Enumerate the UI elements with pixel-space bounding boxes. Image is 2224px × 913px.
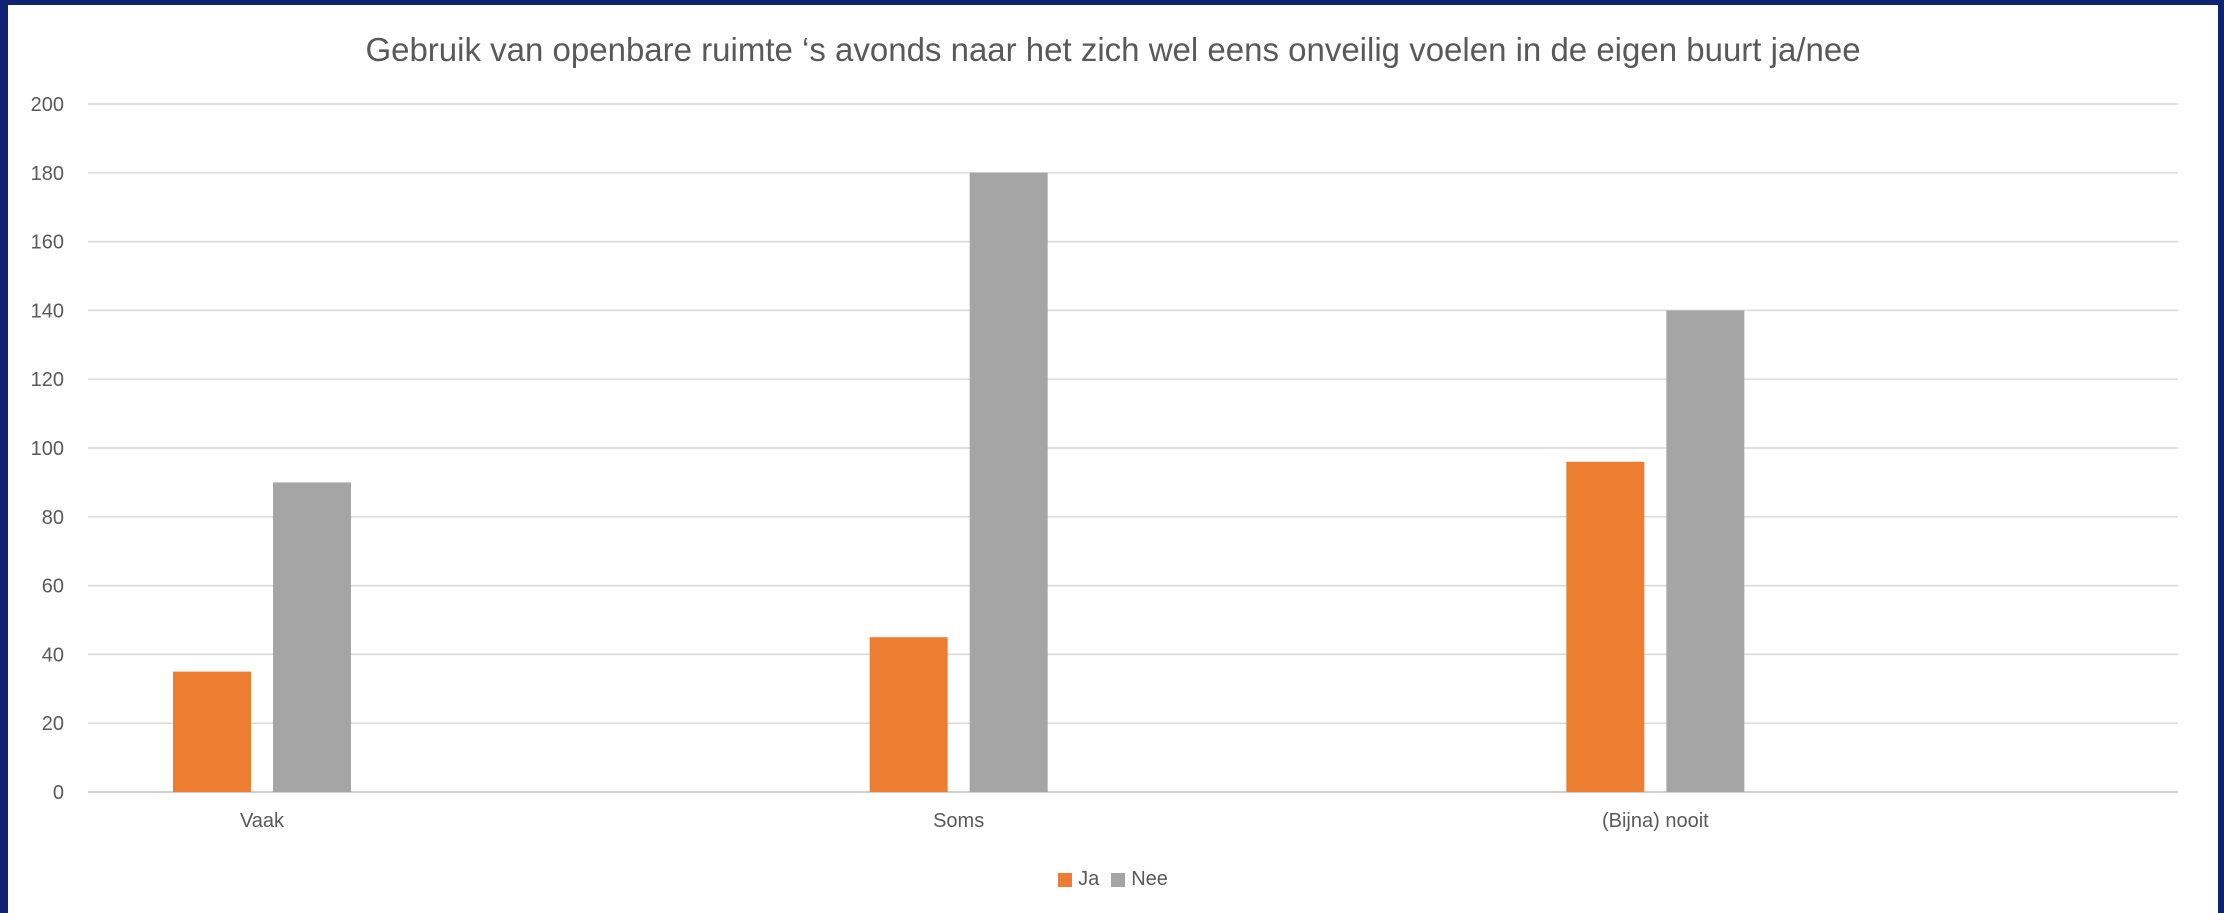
bar-ja bbox=[173, 671, 251, 792]
chart-legend: Ja Nee bbox=[8, 868, 2218, 893]
y-tick-label: 60 bbox=[42, 576, 64, 598]
x-tick-label: Soms bbox=[933, 810, 984, 832]
x-tick-label: (Bijna) nooit bbox=[1602, 810, 1709, 832]
bar-ja bbox=[1566, 461, 1645, 792]
y-tick-label: 120 bbox=[31, 369, 64, 391]
legend-item: Ja bbox=[1058, 868, 1099, 891]
y-tick-label: 140 bbox=[31, 300, 64, 322]
chart-frame: Gebruik van openbare ruimte ‘s avonds na… bbox=[8, 5, 2218, 913]
y-tick-label: 100 bbox=[31, 438, 64, 460]
chart-title: Gebruik van openbare ruimte ‘s avonds na… bbox=[365, 31, 1861, 68]
bar-nee bbox=[1666, 310, 1745, 792]
bar-nee bbox=[273, 482, 351, 792]
y-tick-label: 180 bbox=[31, 163, 64, 185]
y-tick-label: 200 bbox=[31, 94, 64, 116]
y-tick-label: 40 bbox=[42, 644, 64, 666]
bar-ja bbox=[869, 637, 948, 792]
y-tick-label: 20 bbox=[42, 713, 64, 735]
y-tick-label: 80 bbox=[42, 507, 64, 529]
y-tick-label: 160 bbox=[31, 232, 64, 254]
bar-nee bbox=[969, 172, 1048, 793]
legend-label: Ja bbox=[1078, 868, 1100, 890]
legend-item: Nee bbox=[1111, 868, 1168, 891]
legend-swatch bbox=[1111, 872, 1126, 887]
chart-plot: 0 20 40 60 80 100 120 140 160 180 200 Vaak Soms (Bijn… bbox=[31, 94, 2178, 832]
legend-swatch bbox=[1058, 872, 1073, 887]
legend-label: Nee bbox=[1131, 868, 1168, 890]
y-tick-label: 0 bbox=[53, 782, 64, 804]
x-tick-label: Vaak bbox=[240, 810, 285, 832]
